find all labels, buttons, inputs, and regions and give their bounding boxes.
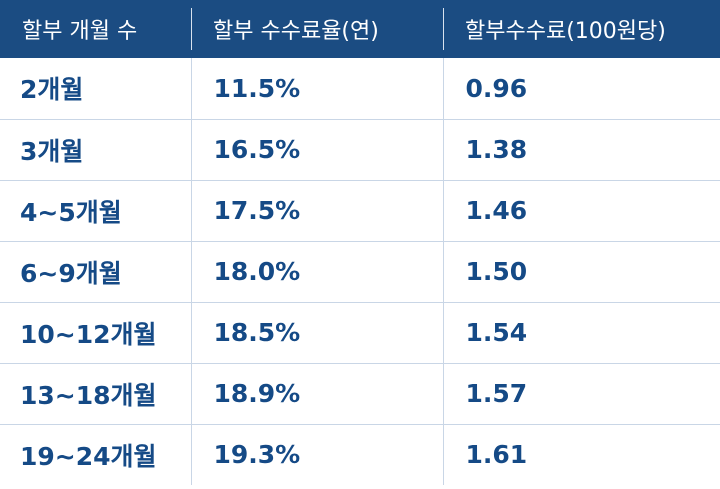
cell-months: 19~24개월 xyxy=(20,441,157,471)
cell-fee: 0.96 xyxy=(442,58,720,120)
cell-months: 2개월 xyxy=(0,58,191,120)
table-row: 19~24개월 19.3% 1.61 xyxy=(0,424,720,485)
table-row: 4~5개월 17.5% 1.46 xyxy=(0,180,720,242)
cell-months: 4~5개월 xyxy=(0,180,191,242)
cell-rate: 18.0% xyxy=(190,241,443,303)
cell-rate: 17.5% xyxy=(190,180,443,242)
table-body: 2개월 11.5% 0.96 3개월 16.5% 1.38 4~5개월 17.5… xyxy=(0,58,720,485)
cell-rate: 18.9% xyxy=(190,363,443,425)
cell-months: 3개월 xyxy=(0,119,191,181)
table-row: 10~12개월 18.5% 1.54 xyxy=(0,302,720,364)
header-installment-months: 할부 개월 수 xyxy=(22,19,138,44)
cell-rate: 16.5% xyxy=(190,119,443,181)
header-fee-per-100-won: 할부수수료(100원당) xyxy=(443,0,720,58)
cell-months: 13~18개월 xyxy=(0,363,191,425)
table-row: 13~18개월 18.9% 1.57 xyxy=(0,363,720,425)
cell-fee: 1.50 xyxy=(442,241,720,303)
cell-months: 6~9개월 xyxy=(0,241,191,303)
cell-fee: 1.46 xyxy=(442,180,720,242)
table-row: 6~9개월 18.0% 1.50 xyxy=(0,241,720,303)
table-row: 3개월 16.5% 1.38 xyxy=(0,119,720,181)
cell-fee: 1.57 xyxy=(442,363,720,425)
cell-rate: 18.5% xyxy=(190,302,443,364)
cell-fee: 1.38 xyxy=(442,119,720,181)
cell-rate: 11.5% xyxy=(190,58,443,120)
cell-fee: 1.54 xyxy=(442,302,720,364)
table-header: 할부 개월 수 할부 수수료율(연) 할부수수료(100원당) xyxy=(0,0,720,58)
table-row: 2개월 11.5% 0.96 xyxy=(0,58,720,120)
cell-months: 10~12개월 xyxy=(0,302,191,364)
header-row: 할부 개월 수 할부 수수료율(연) 할부수수료(100원당) xyxy=(0,0,720,58)
cell-rate: 19.3% xyxy=(190,424,443,485)
header-annual-fee-rate: 할부 수수료율(연) xyxy=(191,0,443,58)
cell-fee: 1.61 xyxy=(442,424,720,485)
